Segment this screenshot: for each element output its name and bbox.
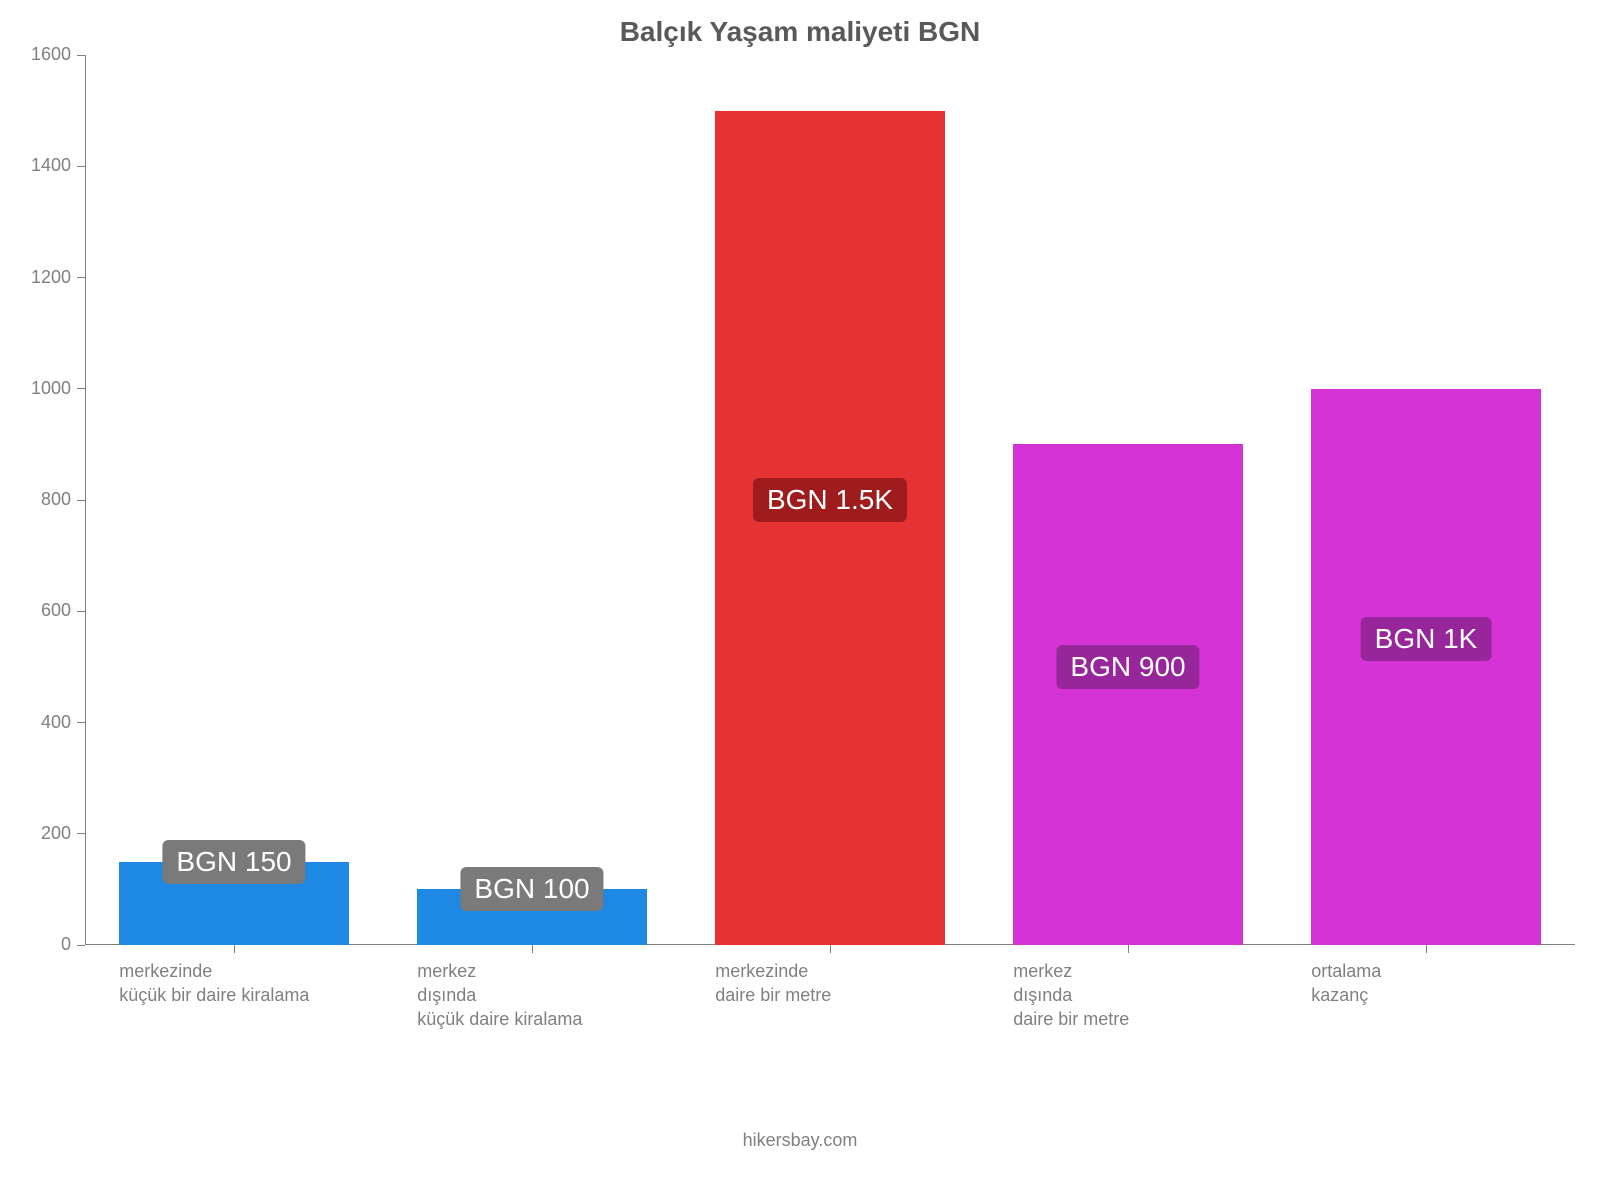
y-tick-label: 1000 — [31, 378, 71, 399]
bar-value-label: BGN 150 — [162, 840, 305, 884]
x-tick-label: ortalama kazanç — [1311, 959, 1560, 1007]
x-tick — [830, 945, 831, 953]
bar — [715, 111, 944, 945]
y-tick-label: 0 — [61, 934, 71, 955]
bar — [1013, 444, 1242, 945]
y-tick — [77, 166, 85, 167]
y-tick — [77, 277, 85, 278]
y-tick — [77, 722, 85, 723]
cost-of-living-chart: Balçık Yaşam maliyeti BGN 02004006008001… — [0, 0, 1600, 1200]
y-tick-label: 1600 — [31, 44, 71, 65]
x-tick — [234, 945, 235, 953]
y-axis — [85, 55, 86, 945]
bar-value-label: BGN 1.5K — [753, 478, 907, 522]
y-tick — [77, 611, 85, 612]
y-tick-label: 800 — [41, 489, 71, 510]
y-tick-label: 400 — [41, 712, 71, 733]
bar-value-label: BGN 100 — [460, 867, 603, 911]
y-tick — [77, 833, 85, 834]
y-tick — [77, 945, 85, 946]
x-tick — [1426, 945, 1427, 953]
bar-value-label: BGN 900 — [1056, 645, 1199, 689]
y-tick — [77, 500, 85, 501]
x-tick-label: merkezinde daire bir metre — [715, 959, 964, 1007]
x-tick — [1128, 945, 1129, 953]
chart-source-footer: hikersbay.com — [0, 1130, 1600, 1151]
y-tick — [77, 388, 85, 389]
x-tick-label: merkez dışında küçük daire kiralama — [417, 959, 666, 1031]
x-tick — [532, 945, 533, 953]
y-tick-label: 600 — [41, 600, 71, 621]
chart-title: Balçık Yaşam maliyeti BGN — [0, 16, 1600, 48]
bar — [1311, 389, 1540, 945]
plot-area: 02004006008001000120014001600BGN 150merk… — [85, 55, 1575, 945]
x-tick-label: merkez dışında daire bir metre — [1013, 959, 1262, 1031]
y-tick — [77, 55, 85, 56]
y-tick-label: 1400 — [31, 155, 71, 176]
y-tick-label: 200 — [41, 823, 71, 844]
bar-value-label: BGN 1K — [1361, 617, 1492, 661]
x-tick-label: merkezinde küçük bir daire kiralama — [119, 959, 368, 1007]
y-tick-label: 1200 — [31, 267, 71, 288]
